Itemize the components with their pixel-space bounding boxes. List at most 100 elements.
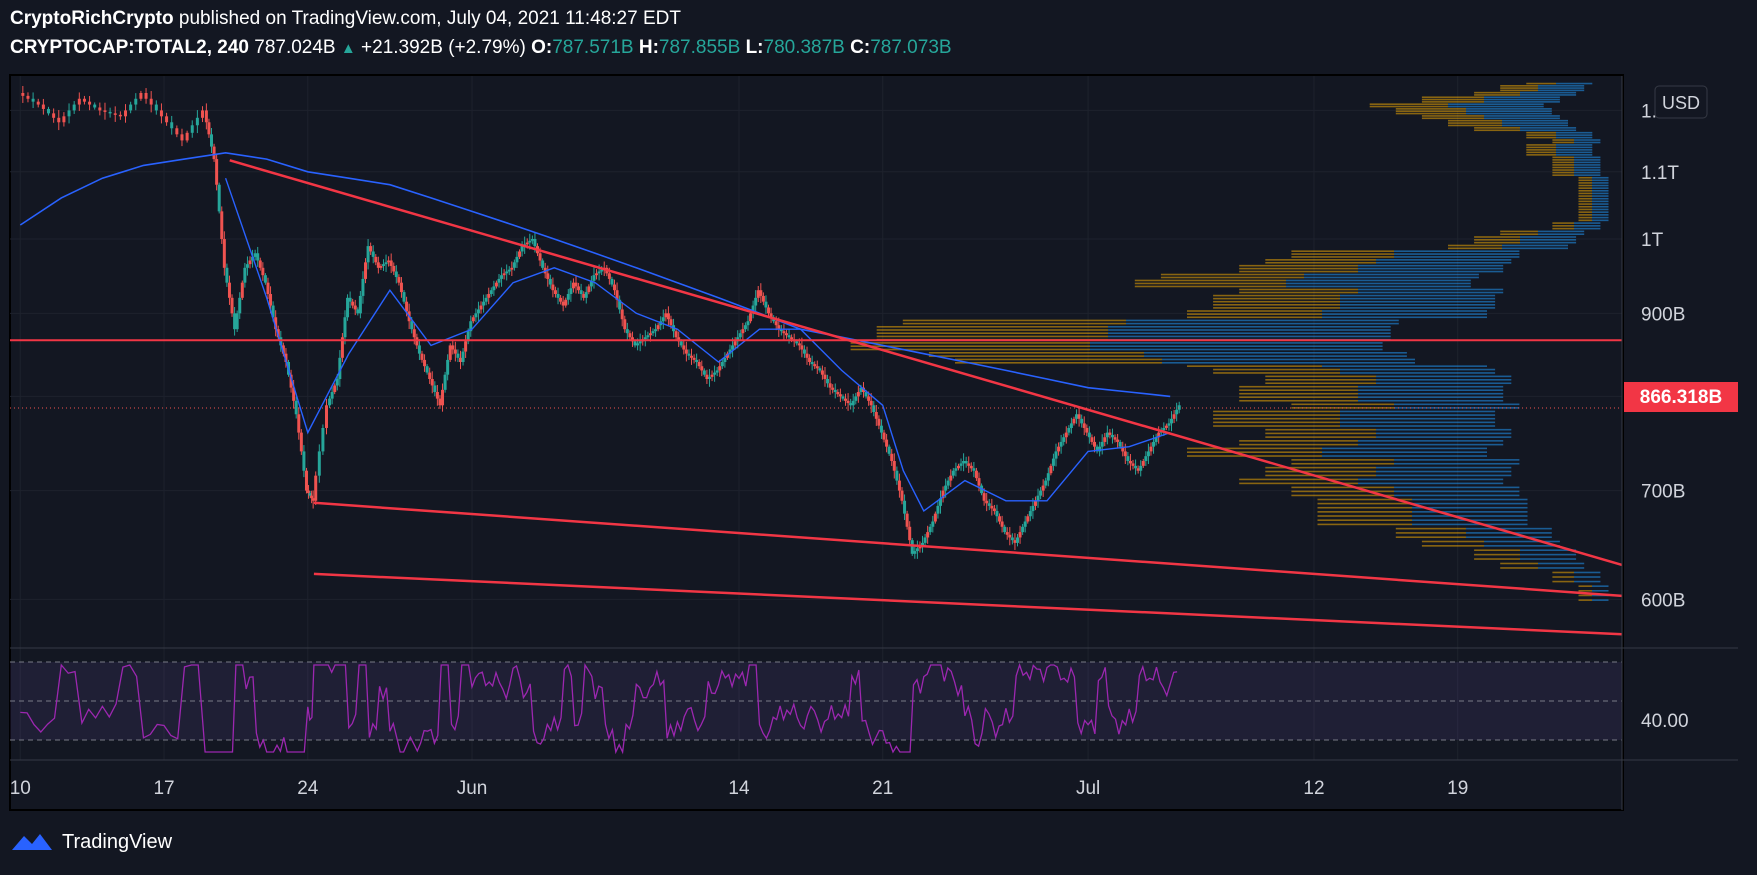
candle-body	[1021, 526, 1025, 533]
volume-profile-bar	[1520, 94, 1577, 96]
candle-body	[589, 280, 593, 287]
candle-body	[697, 362, 701, 367]
candle-body	[1118, 441, 1122, 447]
candle-body	[551, 284, 555, 291]
symbol-label[interactable]: CRYPTOCAP:TOTAL2, 240	[10, 37, 249, 58]
x-tick-label: 10	[10, 778, 31, 799]
candle-body	[279, 337, 283, 346]
volume-profile-bar	[1592, 208, 1609, 211]
volume-profile	[850, 82, 1609, 601]
volume-profile-bar	[1574, 164, 1601, 166]
footer-brand[interactable]: TradingView	[62, 830, 173, 853]
candle-body	[384, 262, 388, 265]
candle-body	[987, 503, 991, 506]
volume-profile-bar	[1526, 146, 1556, 149]
volume-profile-bar	[1592, 189, 1609, 192]
publish-text: published on TradingView.com, July 04, 2…	[178, 8, 681, 29]
candle-body	[353, 305, 357, 310]
volume-profile-bar	[1213, 368, 1340, 371]
candle-body	[574, 282, 578, 287]
open-label: O:	[531, 37, 553, 58]
volume-profile-bar	[850, 342, 1090, 344]
author-name[interactable]: CryptoRichCrypto	[10, 8, 174, 29]
candle-body	[124, 110, 128, 117]
candle-body	[679, 341, 683, 346]
candle-body	[1149, 446, 1153, 452]
x-tick-label: 17	[153, 778, 174, 799]
volume-profile-bar	[1239, 270, 1358, 273]
volume-profile-bar	[1322, 313, 1487, 315]
candle-body	[838, 394, 842, 397]
candle-body	[828, 383, 832, 388]
candle-body	[954, 468, 958, 471]
candle-body	[623, 319, 627, 330]
candle-body	[569, 288, 573, 295]
currency-button[interactable]	[1654, 85, 1708, 119]
candle-body	[1116, 439, 1120, 442]
candle-body	[764, 301, 768, 308]
volume-profile-bar	[1448, 103, 1544, 105]
volume-profile-bar	[1412, 506, 1528, 509]
candle-body	[1023, 521, 1027, 527]
candle-body	[77, 98, 81, 105]
volume-profile-bar	[1162, 362, 1415, 364]
candle-body	[492, 286, 496, 291]
candle-body	[88, 101, 92, 105]
candle-body	[882, 432, 886, 440]
volume-profile-bar	[1291, 490, 1394, 493]
volume-profile-bar	[1187, 313, 1322, 315]
volume-profile-bar	[1526, 144, 1556, 146]
x-tick-label: 21	[872, 778, 893, 799]
candle-body	[425, 366, 429, 373]
volume-profile-bar	[1239, 399, 1358, 402]
volume-profile-bar	[1578, 184, 1592, 187]
candle-body	[815, 366, 819, 369]
volume-profile-bar	[1239, 443, 1358, 446]
volume-profile-bar	[1552, 225, 1574, 227]
candle-body	[1162, 427, 1166, 431]
volume-profile-bar	[1556, 134, 1593, 136]
candle-body	[165, 116, 169, 123]
candle-body	[1057, 446, 1061, 452]
volume-profile-bar	[1552, 580, 1574, 583]
volume-profile-bar	[1291, 494, 1394, 497]
candle-body	[435, 392, 439, 399]
volume-profile-bar	[1574, 171, 1601, 174]
volume-profile-bar	[1592, 219, 1609, 222]
volume-profile-bar	[1340, 297, 1496, 300]
publish-info: CryptoRichCrypto published on TradingVie…	[10, 8, 681, 30]
candle-body	[269, 294, 273, 306]
volume-profile-bar	[1322, 451, 1487, 454]
volume-profile-bar	[876, 332, 1108, 335]
candle-body	[1003, 526, 1007, 533]
volume-profile-bar	[1317, 519, 1412, 521]
candle-body	[1085, 427, 1089, 433]
volume-profile-bar	[1412, 511, 1528, 513]
volume-profile-bar	[1126, 319, 1399, 322]
volume-profile-bar	[1286, 279, 1471, 282]
candle-body	[297, 414, 301, 433]
volume-profile-bar	[1474, 553, 1520, 556]
volume-profile-bar	[1520, 129, 1577, 132]
candle-body	[348, 297, 352, 302]
volume-profile-bar	[1239, 389, 1358, 391]
candle-body	[841, 396, 845, 399]
candle-body	[818, 368, 822, 371]
candle-body	[1172, 414, 1176, 419]
volume-profile-bar	[1578, 599, 1592, 601]
candle-body	[905, 513, 909, 527]
volume-profile-bar	[1317, 515, 1412, 517]
candle-body	[41, 104, 45, 109]
trendline	[313, 572, 1623, 636]
candle-body	[1046, 473, 1050, 481]
volume-profile-bar	[1412, 498, 1528, 501]
candle-body	[797, 343, 801, 346]
x-tick-label: Jun	[457, 778, 488, 799]
volume-profile-bar	[1134, 282, 1286, 285]
volume-profile-bar	[1239, 392, 1358, 395]
volume-profile-bar	[1574, 571, 1601, 574]
volume-profile-bar	[1552, 156, 1574, 159]
candle-body	[564, 299, 568, 306]
volume-profile-bar	[1213, 414, 1340, 416]
